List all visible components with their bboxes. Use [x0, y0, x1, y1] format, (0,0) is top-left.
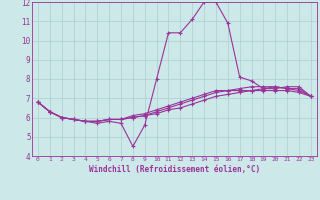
X-axis label: Windchill (Refroidissement éolien,°C): Windchill (Refroidissement éolien,°C)	[89, 165, 260, 174]
